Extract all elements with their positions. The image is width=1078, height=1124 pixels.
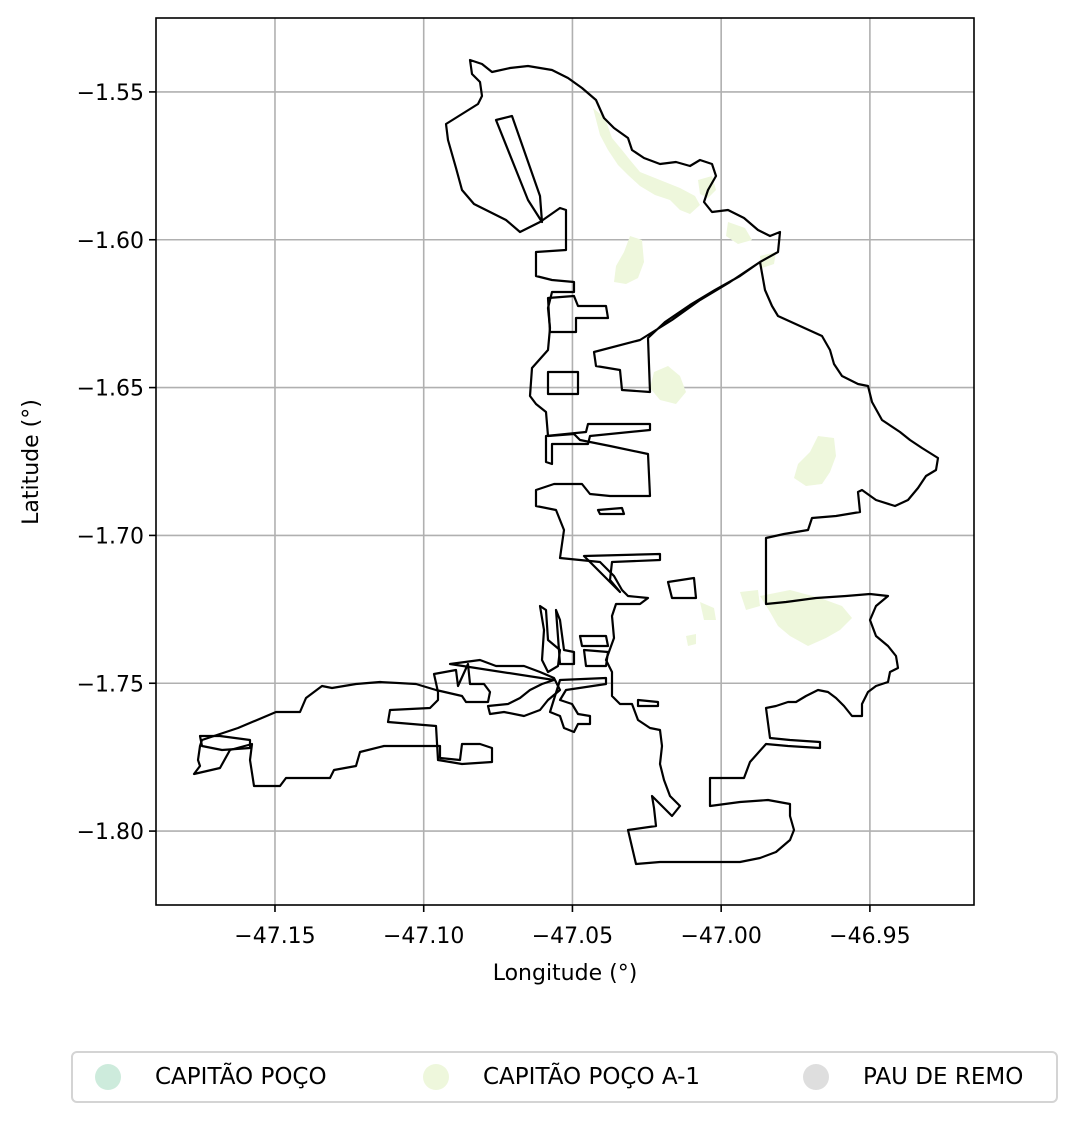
x-tick-label: −46.95 [829,924,910,949]
patch-east-center [794,436,836,486]
patch-north-ridge [593,108,700,214]
south-west-arm [192,662,494,788]
patch-center [650,366,686,404]
legend-item-capitao-poco-a1: CAPITÃO POÇO A-1 [423,1053,700,1101]
y-tick-label: −1.55 [77,81,144,106]
y-axis-ticks: −1.55 −1.60 −1.65 −1.70 −1.75 −1.80 [77,81,156,845]
south-central-3 [554,608,576,666]
south-central-2 [538,604,562,674]
south-block-b [582,648,610,668]
south-central-4 [548,676,608,734]
soil-patches-capitao-poco-a1 [593,108,852,646]
boundary-outlines [192,58,940,866]
block-upper-mid-2 [546,370,580,396]
x-tick-label: −47.10 [383,924,464,949]
south-block-a [578,634,610,648]
legend: CAPITÃO POÇO CAPITÃO POÇO A-1 PAU DE REM… [71,1051,1058,1103]
patch-south-mid [740,590,760,610]
x-tick-label: −47.15 [234,924,315,949]
legend-label-capitao-poco-a1: CAPITÃO POÇO A-1 [483,1064,701,1090]
grid-lines [156,18,974,905]
y-axis-title: Latitude (°) [19,399,44,525]
south-central [448,658,562,718]
x-tick-label: −47.00 [680,924,761,949]
block-upper-mid-1 [546,294,610,334]
block-mid-4 [666,576,698,600]
x-axis-title: Longitude (°) [493,961,638,986]
legend-marker-pau-de-remo [803,1064,829,1090]
x-axis-ticks: −47.15 −47.10 −47.05 −47.00 −46.95 [234,905,911,949]
legend-marker-capitao-poco [95,1064,121,1090]
legend-marker-capitao-poco-a1 [423,1064,449,1090]
north-strip [494,114,544,224]
plot-frame [155,17,975,906]
legend-label-pau-de-remo: PAU DE REMO [863,1064,1024,1090]
legend-item-capitao-poco: CAPITÃO POÇO [95,1053,327,1101]
legend-label-capitao-poco: CAPITÃO POÇO [155,1064,327,1090]
map-figure: −47.15 −47.10 −47.05 −47.00 −46.95 −1.55 −1.6… [19,17,975,986]
x-tick-label: −47.05 [532,924,613,949]
legend-item-pau-de-remo: PAU DE REMO [803,1053,1023,1101]
block-mid-3 [582,552,662,594]
patch-upper-center [614,236,644,284]
y-tick-label: −1.70 [77,524,144,549]
main-boundary [444,58,940,866]
patch-south-east [760,590,852,646]
patch-south-small [700,602,716,620]
patch-north-mid [726,222,752,244]
patch-north-east [698,176,716,198]
south-west-inner [198,734,252,752]
block-mid-2 [596,506,626,516]
south-block-c [636,698,660,708]
block-mid-1 [544,422,652,466]
y-tick-label: −1.65 [77,377,144,402]
plot-area [156,18,974,905]
y-tick-label: −1.60 [77,229,144,254]
patch-south-dot [686,634,696,646]
y-tick-label: −1.80 [77,820,144,845]
y-tick-label: −1.75 [77,672,144,697]
